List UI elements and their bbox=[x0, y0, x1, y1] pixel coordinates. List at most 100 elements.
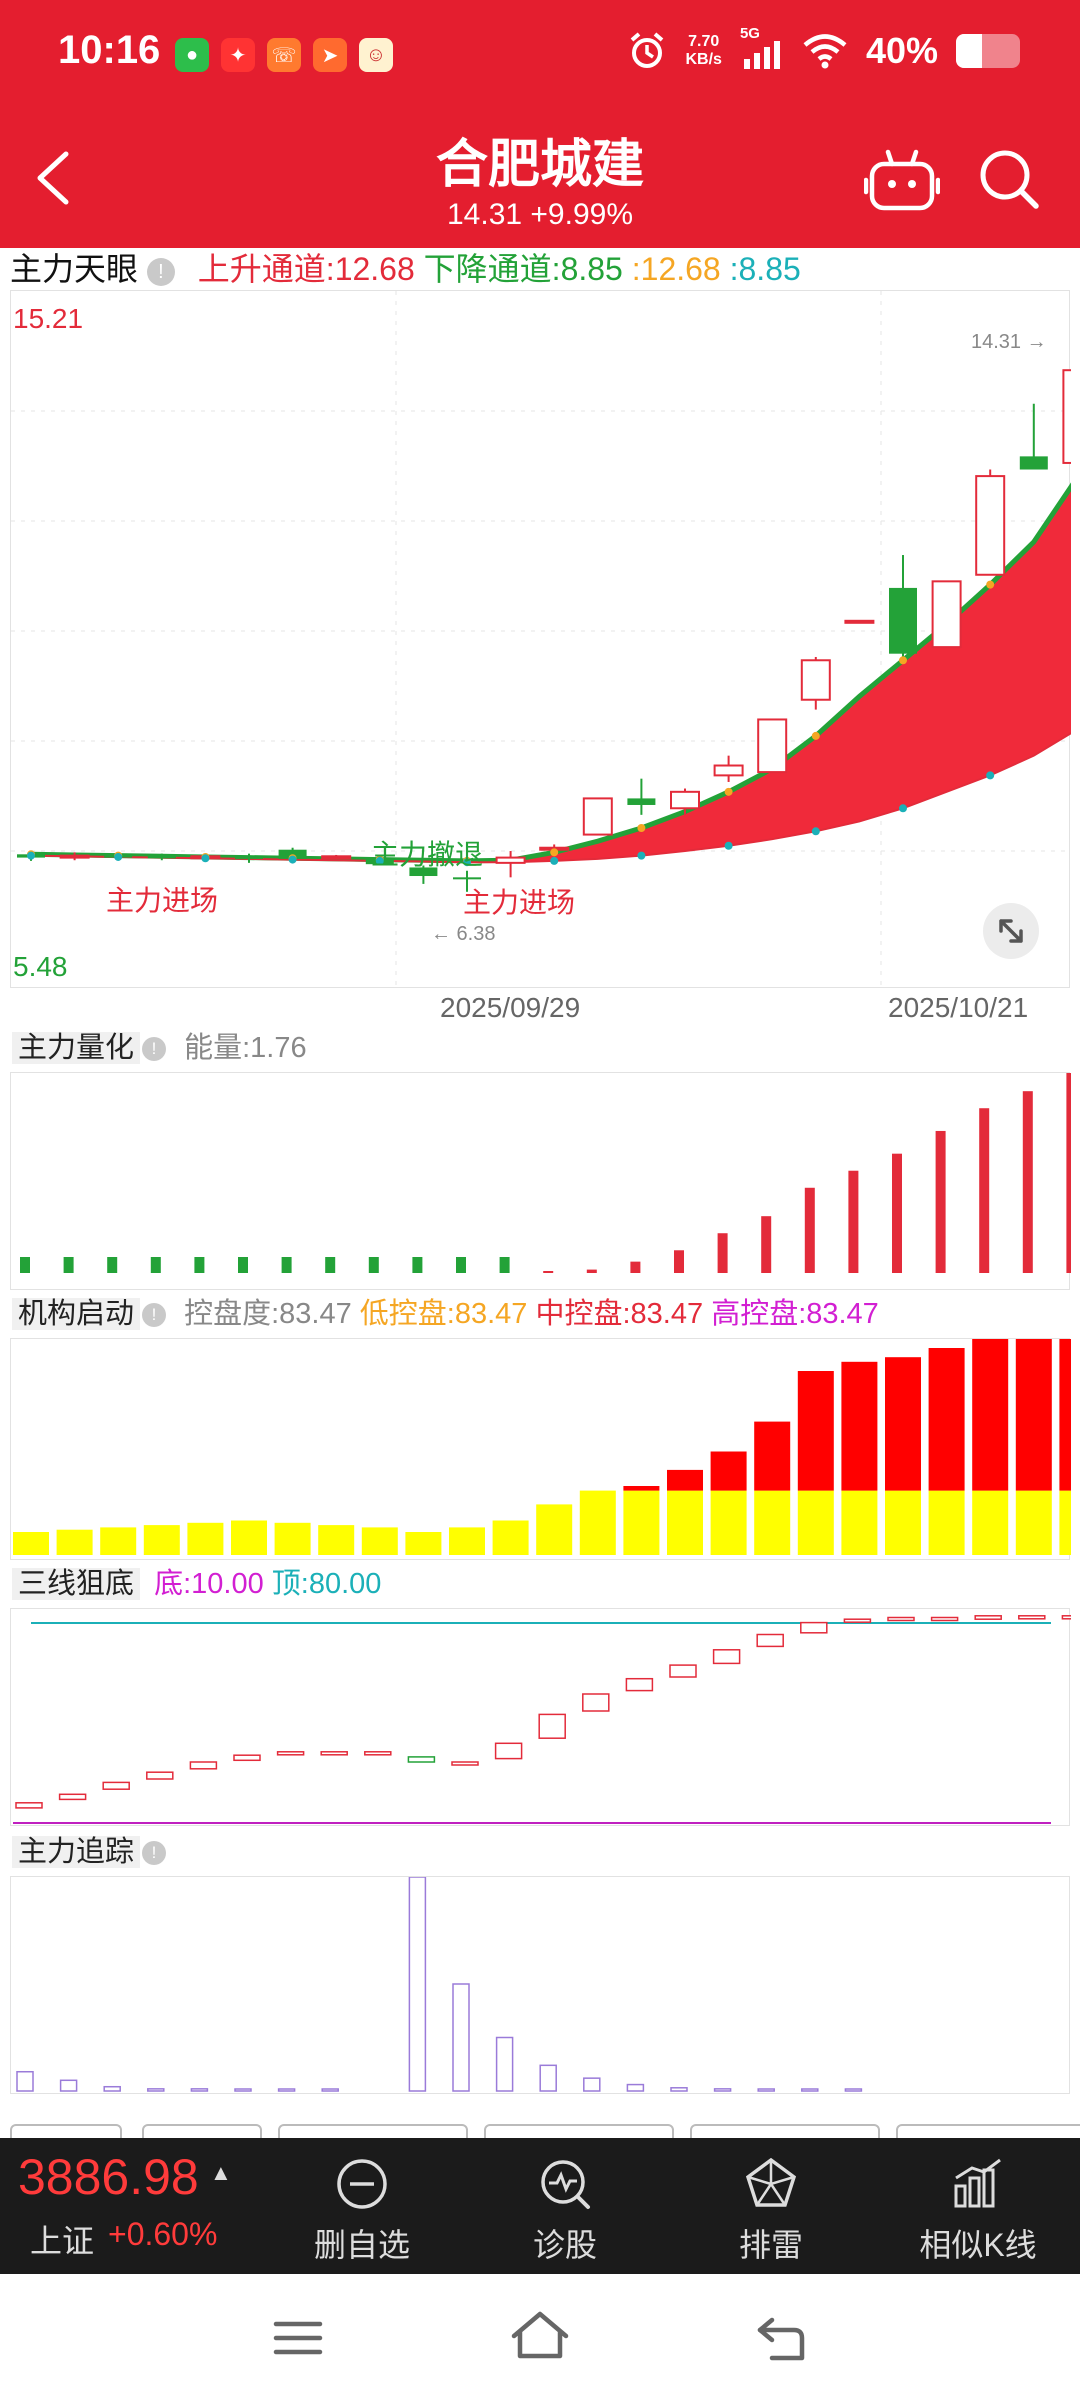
menu-icon[interactable] bbox=[270, 2314, 326, 2362]
quant-bar bbox=[630, 1261, 641, 1273]
lower-line-dot bbox=[27, 851, 35, 860]
quant-bar bbox=[412, 1257, 423, 1273]
quant-bar bbox=[586, 1269, 597, 1273]
three-line-box bbox=[58, 1793, 87, 1801]
three-line-box bbox=[407, 1756, 436, 1763]
expand-icon[interactable] bbox=[983, 903, 1039, 959]
search-icon[interactable] bbox=[976, 146, 1042, 212]
info-icon[interactable]: ! bbox=[142, 1037, 167, 1062]
quant-bar bbox=[238, 1257, 248, 1273]
inst-bar-mid bbox=[754, 1421, 791, 1491]
alarm-icon bbox=[631, 32, 664, 68]
track-bar bbox=[583, 2077, 601, 2092]
info-icon[interactable]: ! bbox=[142, 1841, 167, 1866]
inst-bar-low bbox=[841, 1490, 878, 1555]
inst-chart-panel[interactable] bbox=[10, 1338, 1071, 1560]
three-line-box bbox=[189, 1761, 218, 1770]
quant-bar bbox=[456, 1257, 466, 1273]
inst-bar-mid bbox=[1059, 1339, 1071, 1491]
down-channel-value: 下降通道:8.85 bbox=[423, 251, 623, 287]
inst-bar-low bbox=[405, 1532, 442, 1555]
mid-control-value: 中控盘:83.47 bbox=[535, 1298, 704, 1330]
app-bar: 合肥城建 14.31 +9.99% bbox=[0, 110, 1080, 248]
inst-bar-low bbox=[797, 1490, 834, 1555]
inst-bar-low bbox=[492, 1520, 529, 1555]
info-icon[interactable]: ! bbox=[146, 257, 175, 286]
quant-bar bbox=[1022, 1091, 1033, 1273]
remove-watchlist-button[interactable]: 删自选 bbox=[287, 2156, 437, 2266]
inst-indicator-name: 机构启动 bbox=[12, 1298, 141, 1330]
quant-bar bbox=[499, 1257, 510, 1273]
upper-line-dot bbox=[550, 848, 559, 857]
mine-sweep-icon bbox=[745, 2157, 797, 2207]
three-line-box bbox=[364, 1751, 392, 1756]
quant-bar bbox=[935, 1130, 946, 1273]
candle-body bbox=[1062, 369, 1071, 464]
inst-bar-low bbox=[274, 1522, 311, 1555]
quant-indicator-header: 主力量化! 能量:1.76 bbox=[12, 1030, 307, 1066]
similar-kline-button[interactable]: 相似K线 bbox=[900, 2156, 1056, 2266]
inst-bar-mid bbox=[841, 1361, 878, 1491]
candle-body bbox=[453, 877, 481, 880]
status-bar: 10:16 ● ✦ ☏ ➤ ☺ 7.70 KB/s 5G bbox=[0, 0, 1080, 110]
diagnose-icon bbox=[541, 2160, 590, 2209]
back-arrow-icon[interactable] bbox=[26, 146, 86, 210]
three-line-box bbox=[276, 1751, 305, 1756]
low-control-value: 低控盘:83.47 bbox=[359, 1298, 528, 1330]
inst-bar-low bbox=[143, 1525, 180, 1555]
index-value[interactable]: 3886.98 bbox=[18, 2149, 199, 2205]
lower-line-dot bbox=[201, 854, 210, 863]
home-icon[interactable] bbox=[508, 2308, 572, 2364]
diagnose-button[interactable]: 诊股 bbox=[490, 2156, 640, 2266]
info-icon[interactable]: ! bbox=[142, 1303, 167, 1328]
three-line-box bbox=[15, 1802, 43, 1809]
three-line-box bbox=[930, 1616, 959, 1622]
candle-body bbox=[889, 587, 917, 654]
back-nav-icon[interactable] bbox=[752, 2312, 808, 2364]
main-candlestick-chart bbox=[11, 291, 1071, 989]
app-bird-icon: ✦ bbox=[221, 38, 255, 72]
three-line-chart-panel[interactable] bbox=[10, 1608, 1071, 1826]
quant-bar bbox=[848, 1170, 859, 1273]
system-navigation-bar bbox=[0, 2274, 1080, 2400]
three-line-box bbox=[756, 1633, 784, 1648]
phone-app-icon: ☏ bbox=[267, 38, 301, 72]
inst-indicator-header: 机构启动! 控盘度:83.47 低控盘:83.47 中控盘:83.47 高控盘:… bbox=[12, 1296, 879, 1332]
track-bar bbox=[539, 2064, 557, 2092]
stock-price-change: 14.31 +9.99% bbox=[447, 198, 633, 231]
signal-main-enter-1: 主力进场 bbox=[106, 885, 219, 916]
three-line-box bbox=[451, 1761, 479, 1766]
track-bar bbox=[321, 2088, 339, 2092]
quant-bar-chart bbox=[20, 1073, 1071, 1273]
high-price-marker: 14.31 → bbox=[971, 331, 1047, 353]
indicator-tabs-strip[interactable] bbox=[0, 2124, 1080, 2138]
track-bar bbox=[234, 2088, 252, 2092]
upper-line-dot bbox=[899, 656, 907, 665]
track-chart-panel[interactable] bbox=[10, 1876, 1070, 2094]
inst-bar-low bbox=[100, 1527, 137, 1555]
main-indicator-header: 主力天眼 ! 上升通道:12.68 下降通道:8.85 :12.68 :8.85 bbox=[10, 250, 801, 288]
inst-bar-mid bbox=[710, 1451, 747, 1491]
inst-bar-low bbox=[1059, 1490, 1071, 1555]
three-line-name: 三线狙底 bbox=[12, 1568, 141, 1600]
quant-bar bbox=[1066, 1073, 1071, 1273]
candle-body bbox=[495, 856, 526, 864]
mine-sweep-button[interactable]: 排雷 bbox=[696, 2156, 846, 2266]
inst-bar-low bbox=[972, 1490, 1009, 1555]
inst-bar-low bbox=[710, 1490, 747, 1555]
three-line-box bbox=[233, 1754, 261, 1762]
quant-chart-panel[interactable] bbox=[10, 1072, 1071, 1290]
index-name: 上证 bbox=[30, 2223, 95, 2259]
main-chart-panel[interactable]: 15.21 5.48 14.31 → ← 6.38 主力进场 主力撤退 主力进场 bbox=[10, 290, 1071, 989]
track-bar bbox=[103, 2085, 121, 2092]
track-bar-chart bbox=[16, 1877, 863, 2092]
candle-body bbox=[627, 798, 656, 805]
robot-assistant-icon[interactable] bbox=[864, 146, 940, 216]
inst-bar-low bbox=[318, 1525, 355, 1555]
high-control-value: 高控盘:83.47 bbox=[711, 1298, 879, 1330]
inst-bar-low bbox=[623, 1490, 660, 1555]
quant-bar bbox=[281, 1257, 292, 1273]
quant-bar bbox=[325, 1257, 336, 1273]
main-indicator-name: 主力天眼 bbox=[10, 251, 139, 287]
wechat-icon: ● bbox=[175, 38, 209, 72]
